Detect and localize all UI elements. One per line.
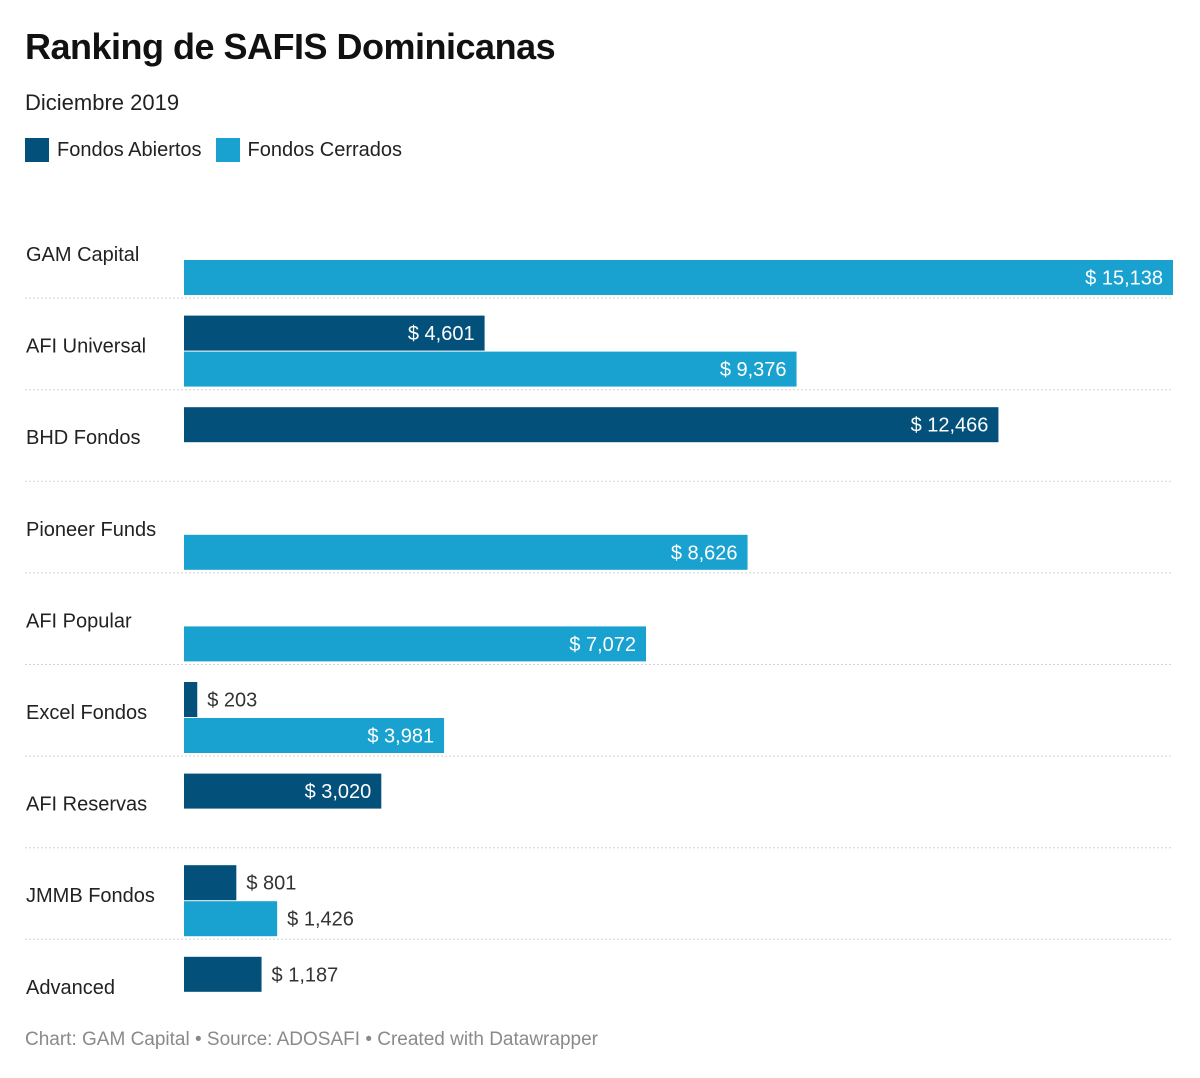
legend-item-abiertos: Fondos Abiertos <box>25 138 202 162</box>
bar-chart: GAM Capital $ 15,138 AFI Universal $ 4,601 $… <box>25 244 1173 999</box>
bar-cerrados <box>184 901 278 937</box>
category-label: BHD Fondos <box>26 427 141 449</box>
data-label: $ 1,426 <box>287 909 354 931</box>
legend-item-cerrados: Fondos Cerrados <box>215 138 403 162</box>
data-label: $ 3,020 <box>305 781 372 803</box>
data-label: $ 12,466 <box>911 415 989 437</box>
legend-swatch-cerrados <box>215 138 240 162</box>
legend-swatch-abiertos <box>25 138 49 162</box>
category-label: JMMB Fondos <box>26 885 155 907</box>
data-label: $ 8,626 <box>671 542 738 564</box>
bar-abiertos <box>184 773 382 809</box>
category-label: Pioneer Funds <box>26 519 156 541</box>
bar-cerrados <box>184 718 445 753</box>
data-label: $ 3,981 <box>367 726 434 748</box>
data-label: $ 801 <box>246 873 296 895</box>
legend: Fondos Abiertos Fondos Cerrados <box>25 138 416 162</box>
bar-abiertos <box>184 315 485 351</box>
chart-subtitle: Diciembre 2019 <box>25 90 180 115</box>
chart-footer: Chart: GAM Capital • Source: ADOSAFI • C… <box>25 1029 598 1050</box>
bar-abiertos <box>184 865 237 901</box>
bar-cerrados <box>184 260 1173 295</box>
legend-label-abiertos: Fondos Abiertos <box>57 138 202 161</box>
category-label: AFI Reservas <box>26 794 147 816</box>
category-label: AFI Popular <box>26 610 132 632</box>
data-label: $ 9,376 <box>720 359 787 381</box>
bar-cerrados <box>184 626 647 662</box>
data-label: $ 203 <box>207 690 257 712</box>
legend-label-cerrados: Fondos Cerrados <box>247 138 403 161</box>
data-label: $ 7,072 <box>569 634 636 656</box>
bar-cerrados <box>184 534 748 570</box>
bar-cerrados <box>184 351 797 387</box>
category-label: Excel Fondos <box>26 702 147 724</box>
chart-title: Ranking de SAFIS Dominicanas <box>25 26 556 67</box>
bar-abiertos <box>184 407 999 443</box>
data-label: $ 4,601 <box>408 323 475 345</box>
category-label: GAM Capital <box>26 244 139 266</box>
bar-abiertos <box>184 956 262 992</box>
bar-abiertos <box>184 682 198 717</box>
data-label: $ 15,138 <box>1085 268 1163 290</box>
category-label: AFI Universal <box>26 336 146 358</box>
category-label: Advanced <box>26 977 115 999</box>
data-label: $ 1,187 <box>272 964 339 986</box>
